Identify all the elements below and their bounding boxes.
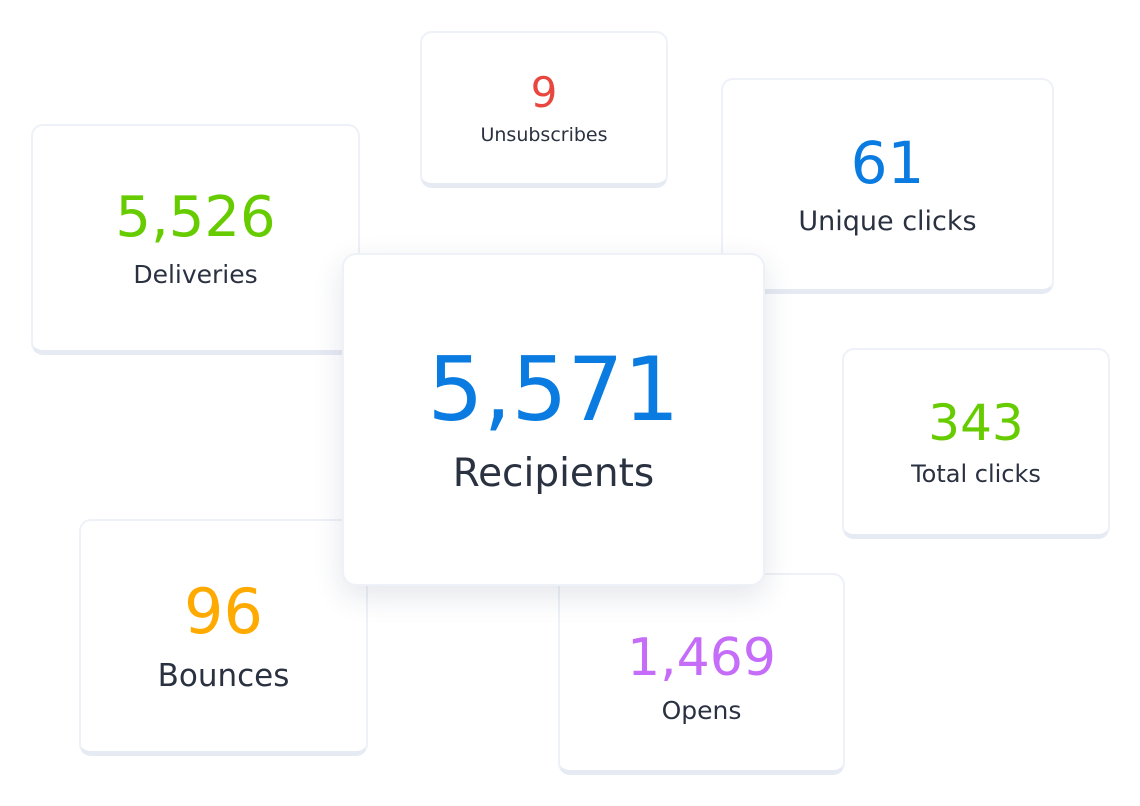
stat-value: 1,469 (627, 628, 776, 688)
stat-card-deliveries: 5,526 Deliveries (31, 124, 360, 355)
stat-value: 9 (530, 67, 558, 117)
stat-value: 96 (184, 574, 263, 648)
stat-label: Recipients (452, 451, 655, 496)
stat-card-opens: 1,469 Opens (558, 573, 845, 775)
stat-value: 5,526 (115, 184, 276, 250)
stat-label: Opens (661, 696, 742, 725)
stat-card-total-clicks: 343 Total clicks (842, 348, 1110, 539)
stat-value: 5,571 (427, 338, 680, 441)
stat-label: Unsubscribes (480, 123, 608, 146)
stat-label: Unique clicks (798, 206, 977, 237)
stat-label: Deliveries (133, 259, 258, 289)
stat-card-unsubscribes: 9 Unsubscribes (420, 31, 668, 188)
stat-card-unique-clicks: 61 Unique clicks (721, 78, 1054, 294)
stat-label: Bounces (157, 657, 290, 694)
stat-card-recipients: 5,571 Recipients (342, 253, 765, 586)
stat-value: 61 (850, 129, 925, 197)
stat-value: 343 (928, 394, 1024, 452)
stat-card-bounces: 96 Bounces (79, 519, 368, 756)
stat-label: Total clicks (911, 460, 1041, 488)
